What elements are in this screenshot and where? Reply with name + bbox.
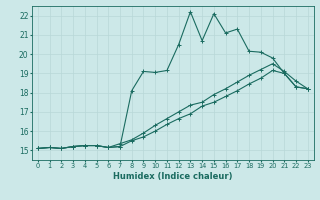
X-axis label: Humidex (Indice chaleur): Humidex (Indice chaleur): [113, 172, 233, 181]
